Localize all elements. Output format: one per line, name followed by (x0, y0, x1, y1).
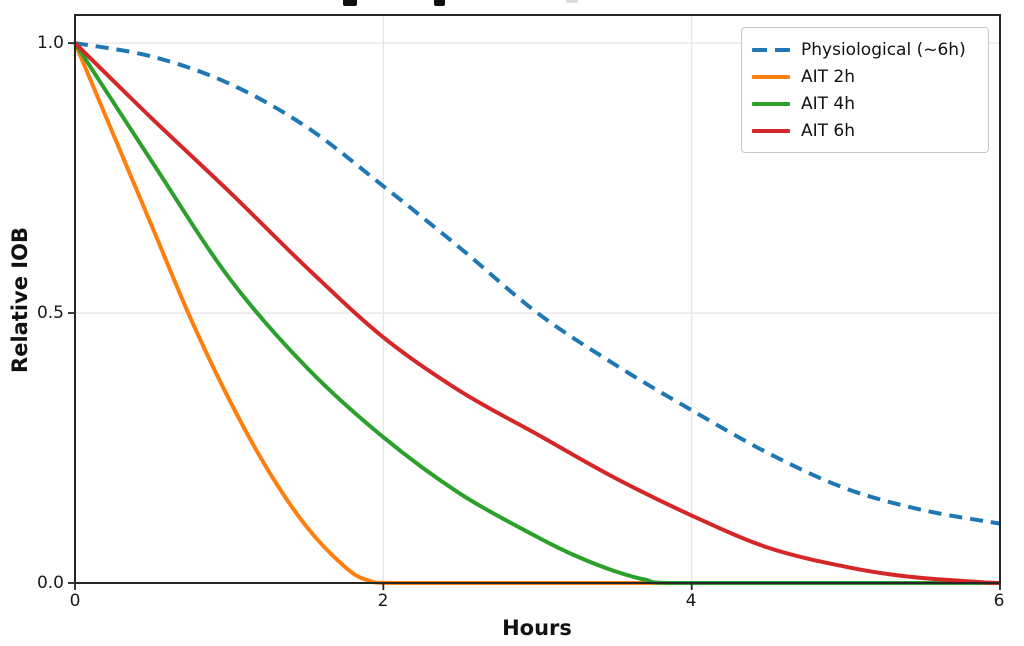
cropped-title-fragment (434, 0, 445, 6)
axis-ticks (68, 42, 1001, 590)
legend-label-ait-4h: AIT 4h (801, 93, 856, 114)
legend-row-ait-6h: AIT 6h (752, 117, 978, 144)
x-tick-label-6: 6 (993, 591, 1005, 611)
legend-row-ait-2h: AIT 2h (752, 63, 978, 90)
y-tick-label-0.5: 0.5 (36, 303, 64, 323)
legend-row-ait-4h: AIT 4h (752, 90, 978, 117)
legend-swatch-physiological (752, 47, 790, 52)
legend-label-ait-2h: AIT 2h (801, 66, 856, 87)
cropped-title-fragment (566, 0, 578, 3)
legend-swatch-ait-2h (752, 74, 790, 79)
legend-row-physiological: Physiological (~6h) (752, 36, 978, 63)
legend-swatch-ait-4h (752, 101, 790, 106)
y-tick-label-1.0: 1.0 (36, 33, 64, 53)
cropped-title-fragment (343, 0, 357, 6)
x-tick-label-4: 4 (685, 591, 697, 611)
y-axis-label: Relative IOB (8, 227, 32, 373)
legend-swatch-ait-6h (752, 128, 790, 133)
legend-label-physiological: Physiological (~6h) (801, 39, 966, 60)
legend: Physiological (~6h) AIT 2h AIT 4h AIT 6h (741, 27, 989, 153)
x-axis-label: Hours (502, 616, 572, 640)
legend-label-ait-6h: AIT 6h (801, 120, 856, 141)
x-tick-label-0: 0 (69, 591, 81, 611)
y-tick-label-0.0: 0.0 (36, 573, 64, 593)
x-tick-label-2: 2 (377, 591, 389, 611)
plot-frame (74, 14, 1001, 584)
